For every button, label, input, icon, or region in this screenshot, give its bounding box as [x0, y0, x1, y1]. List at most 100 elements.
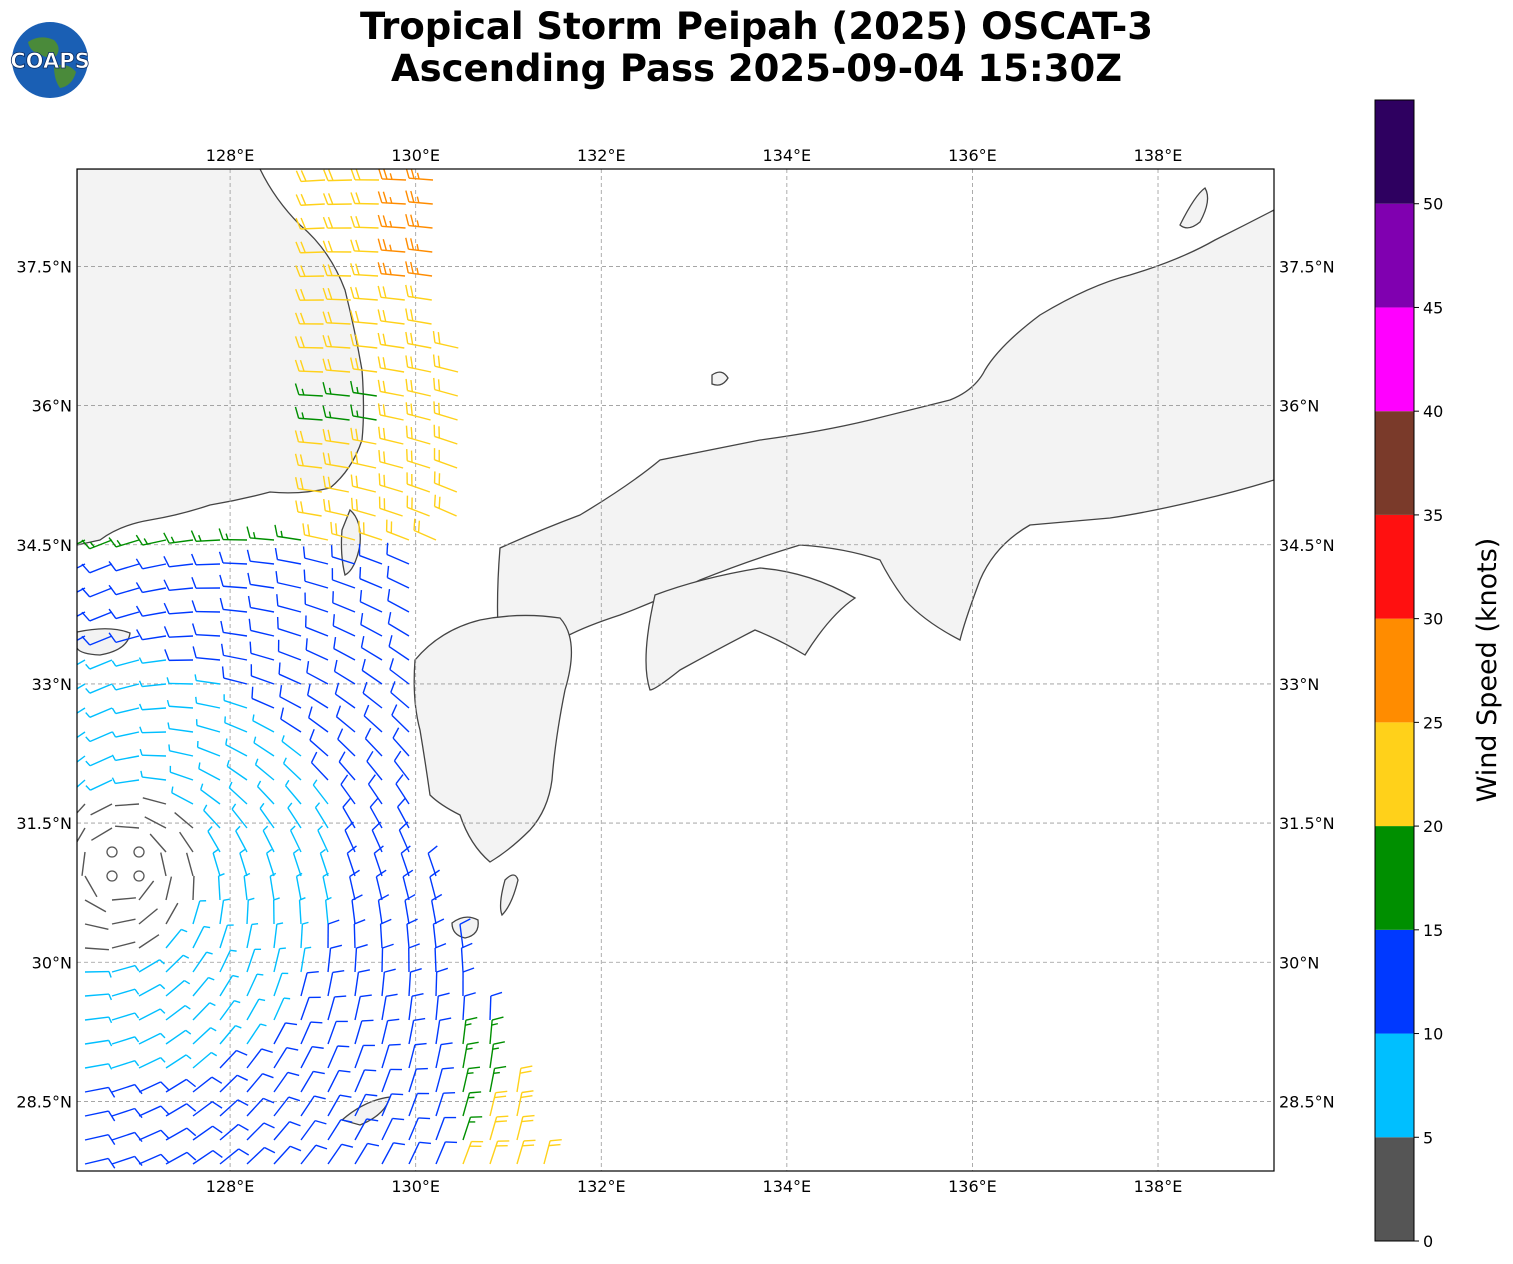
wind-barb	[84, 947, 109, 951]
wind-barb	[300, 1070, 325, 1093]
wind-barb	[516, 1065, 533, 1093]
wind-barb	[212, 848, 221, 877]
wind-barb	[108, 632, 140, 644]
wind-barb	[138, 908, 158, 925]
wind-barb	[295, 288, 324, 301]
wind-barb	[413, 518, 437, 541]
land-oki	[711, 371, 729, 386]
wind-barb	[135, 582, 167, 594]
lon-tick-label-bottom: 130°E	[391, 1177, 440, 1196]
wind-barb	[163, 579, 194, 592]
wind-barb	[402, 869, 414, 901]
lat-ticks-right: 37.5°N 36°N 34.5°N 33°N 31.5°N 30°N 28.5°N	[1279, 257, 1335, 1111]
wind-barb	[408, 1017, 426, 1045]
wind-barb	[391, 704, 410, 733]
wind-barb	[224, 716, 248, 733]
wind-barb	[327, 1143, 354, 1165]
wind-barb	[144, 816, 167, 829]
wind-barb	[195, 719, 221, 733]
wind-barb	[84, 1086, 116, 1098]
wind-barb	[378, 169, 407, 181]
wind-barb	[433, 471, 458, 493]
wind-barb	[377, 403, 404, 421]
lon-tick-label-top: 130°E	[391, 146, 440, 165]
wind-barb	[405, 169, 434, 181]
wind-barb	[246, 923, 259, 949]
wind-barb	[85, 779, 113, 791]
wind-barb	[160, 852, 167, 877]
lat-tick-label-left: 36°N	[32, 397, 72, 416]
wind-barb	[138, 1008, 166, 1021]
wind-barb	[84, 970, 112, 978]
wind-barb	[218, 551, 248, 565]
wind-barb	[435, 967, 449, 997]
wind-barb	[543, 1139, 562, 1165]
colorbar-frame	[1374, 99, 1415, 1242]
wind-barb	[111, 659, 140, 667]
wind-barb	[350, 404, 377, 421]
wind-barb	[327, 1094, 352, 1117]
colorbar-tick-label: 25	[1423, 713, 1443, 732]
wind-barb	[300, 921, 309, 949]
wind-barb	[405, 355, 432, 373]
wind-barb	[322, 452, 350, 469]
wind-barb	[254, 758, 275, 781]
colorbar-segment	[1375, 203, 1414, 308]
wind-barb	[84, 875, 98, 898]
wind-barb	[390, 681, 410, 709]
colorbar-tick-label: 10	[1423, 1025, 1443, 1044]
wind-barb	[139, 726, 167, 734]
wind-barb	[253, 736, 275, 757]
wind-barb	[295, 265, 325, 278]
wind-barb	[350, 192, 379, 205]
wind-barb	[77, 587, 86, 593]
wind-barb	[166, 677, 194, 685]
lon-tick-label-top: 136°E	[948, 146, 997, 165]
wind-barb	[81, 635, 113, 646]
wind-barb	[219, 1074, 249, 1093]
wind-barb	[235, 825, 248, 853]
wind-barb	[385, 519, 410, 541]
wind-barb	[373, 845, 384, 877]
wind-barb	[381, 1068, 403, 1093]
wind-barb	[327, 1045, 350, 1069]
wind-barb	[219, 999, 241, 1021]
wind-barb	[330, 545, 356, 565]
wind-barb	[304, 592, 329, 613]
wind-barb	[192, 1051, 218, 1069]
wind-barb	[429, 869, 440, 901]
wind-barb	[219, 1123, 249, 1141]
wind-barb	[350, 451, 377, 469]
wind-barb	[354, 1044, 375, 1069]
lon-tick-label-top: 138°E	[1134, 146, 1183, 165]
wind-barb	[406, 449, 431, 469]
wind-barb	[300, 1119, 327, 1141]
wind-barb	[259, 802, 275, 829]
land-masses	[77, 169, 1274, 1126]
wind-barb	[377, 262, 406, 277]
wind-barb	[432, 330, 459, 349]
wind-barb	[198, 762, 221, 781]
wind-barb	[327, 1069, 351, 1093]
wind-barb	[192, 1027, 217, 1045]
wind-barb	[354, 1142, 380, 1165]
wind-barb	[396, 797, 410, 829]
wind-barb	[192, 925, 211, 949]
wind-barb	[408, 1117, 431, 1141]
wind-barb	[165, 1151, 197, 1165]
lat-tick-label-right: 34.5°N	[1279, 536, 1335, 555]
plot-frame	[76, 168, 1275, 1172]
wind-barb	[273, 972, 289, 997]
wind-barb	[77, 755, 86, 763]
lat-ticks-left: 37.5°N 36°N 34.5°N 33°N 31.5°N 30°N 28.5°N	[16, 257, 72, 1111]
wind-barb	[81, 563, 113, 574]
wind-barb	[247, 572, 275, 589]
wind-barb	[231, 803, 248, 829]
wind-barb	[358, 520, 383, 541]
wind-barb	[432, 918, 445, 949]
wind-barb	[207, 826, 221, 853]
wind-barb	[387, 612, 410, 637]
wind-barb	[196, 740, 221, 757]
wind-barb	[335, 705, 356, 733]
colorbar-segment	[1375, 100, 1414, 204]
